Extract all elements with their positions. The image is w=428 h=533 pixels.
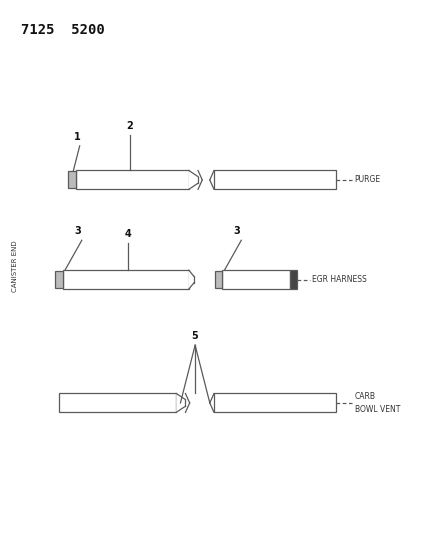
FancyBboxPatch shape xyxy=(75,171,189,189)
Text: 7125  5200: 7125 5200 xyxy=(21,22,105,37)
Text: CANISTER END: CANISTER END xyxy=(12,241,18,292)
Polygon shape xyxy=(189,270,194,289)
Text: EGR HARNESS: EGR HARNESS xyxy=(312,275,366,284)
FancyBboxPatch shape xyxy=(215,271,223,288)
Text: 3: 3 xyxy=(234,226,241,236)
FancyBboxPatch shape xyxy=(63,270,189,289)
FancyBboxPatch shape xyxy=(214,393,336,413)
Text: BOWL VENT: BOWL VENT xyxy=(354,405,400,414)
Text: CARB: CARB xyxy=(354,392,376,401)
FancyBboxPatch shape xyxy=(55,271,63,288)
FancyBboxPatch shape xyxy=(59,393,176,413)
Text: 4: 4 xyxy=(125,229,132,239)
FancyBboxPatch shape xyxy=(289,270,297,289)
FancyBboxPatch shape xyxy=(214,171,336,189)
Polygon shape xyxy=(176,393,185,413)
FancyBboxPatch shape xyxy=(68,172,75,189)
Text: PURGE: PURGE xyxy=(354,175,381,184)
FancyBboxPatch shape xyxy=(223,270,289,289)
Text: 1: 1 xyxy=(74,132,81,142)
Text: 2: 2 xyxy=(127,121,133,131)
Polygon shape xyxy=(189,171,198,189)
Text: 3: 3 xyxy=(74,226,81,236)
Text: 5: 5 xyxy=(192,331,199,341)
